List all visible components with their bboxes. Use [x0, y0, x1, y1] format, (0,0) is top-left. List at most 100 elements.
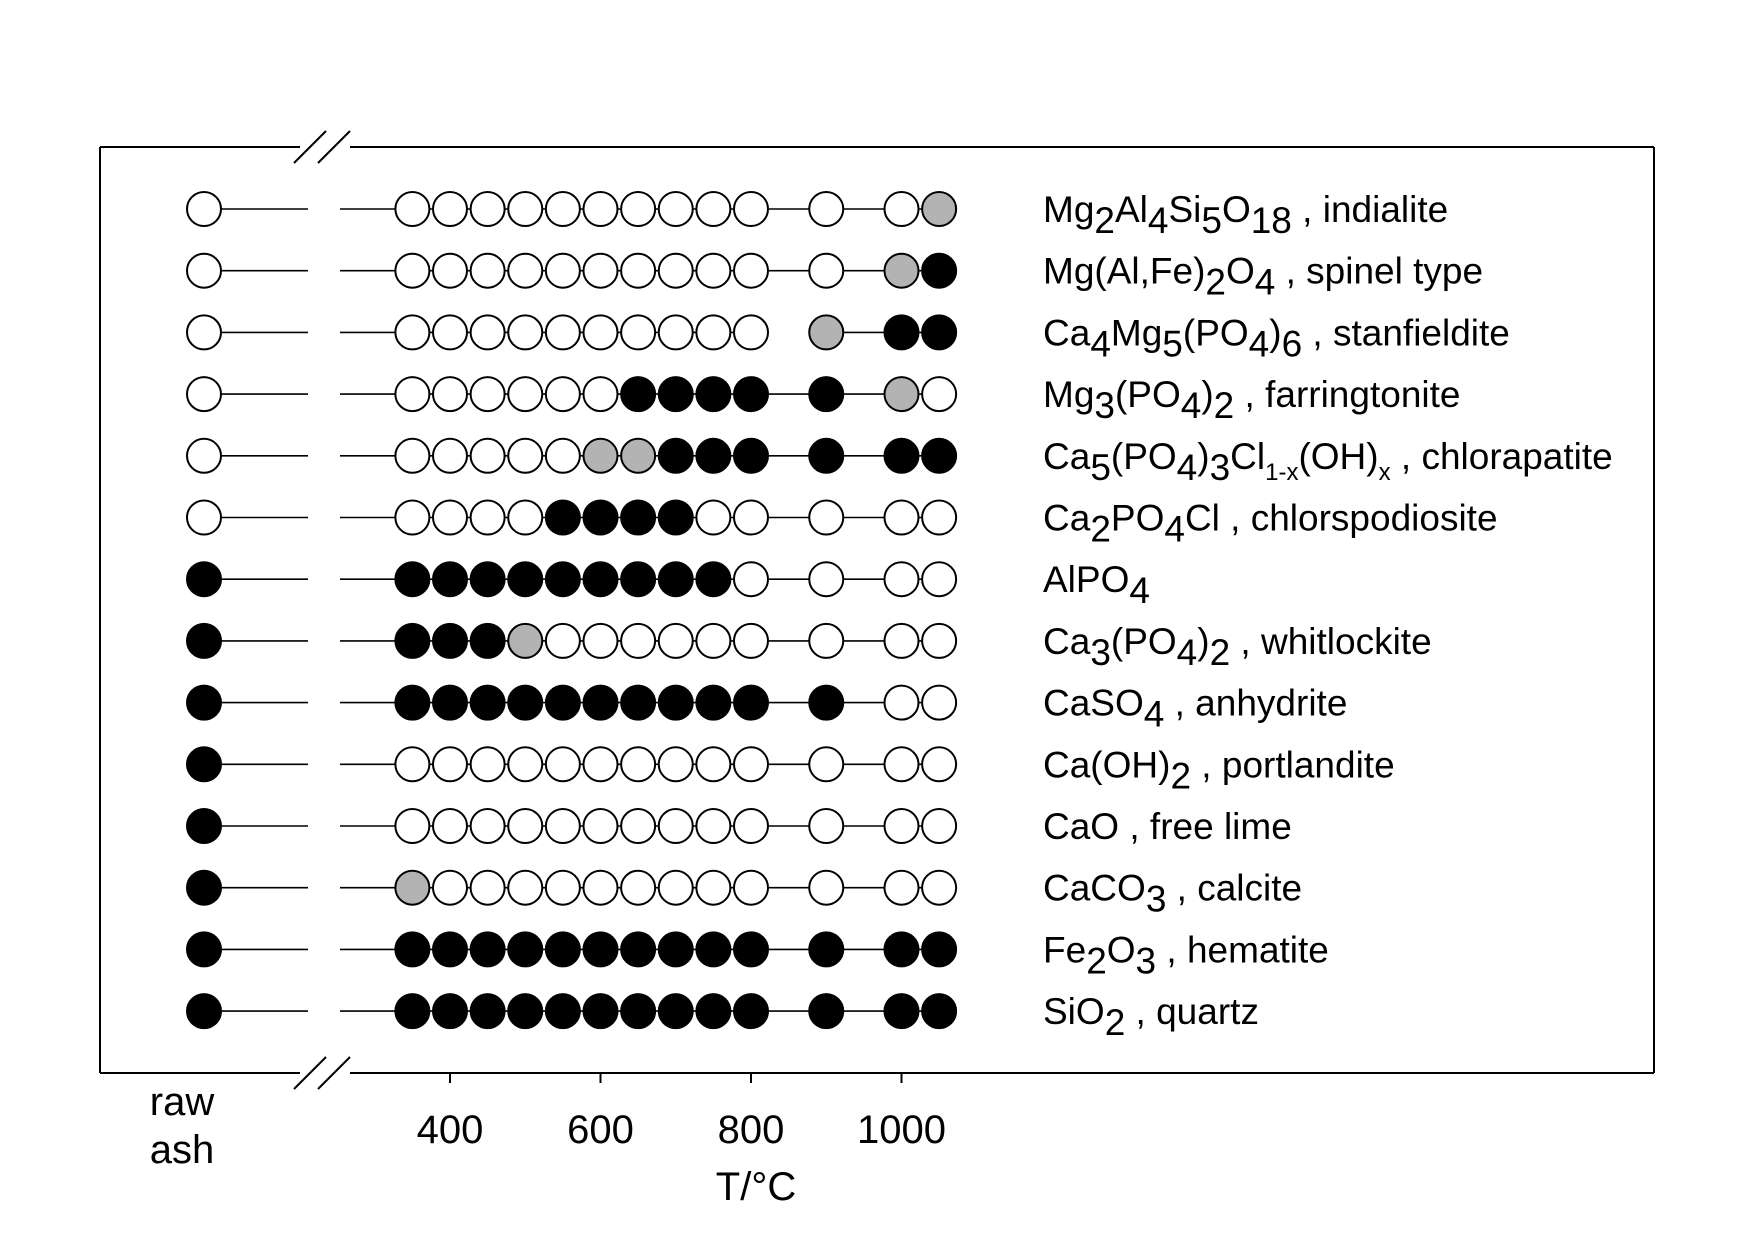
phase-label-part: Cl , chlorspodiosite — [1185, 498, 1498, 539]
phase-dot — [883, 808, 920, 844]
phase-dot — [883, 499, 920, 536]
phase-label-part: 5 — [1201, 200, 1222, 241]
phase-label-part: Ca(OH) — [1043, 744, 1170, 785]
raw-ash-dot — [186, 499, 222, 536]
phase-label-part: (PO — [1183, 312, 1249, 353]
phase-label-part: Al — [1115, 189, 1148, 230]
phase-dot — [582, 993, 619, 1030]
phase-label-part: 5 — [1090, 447, 1111, 488]
phase-dot — [657, 314, 694, 351]
phase-dot — [432, 561, 468, 598]
phase-dot — [582, 931, 619, 968]
phase-dot — [695, 561, 732, 598]
phase-dot — [921, 746, 958, 783]
raw-ash-dot — [186, 191, 222, 227]
phase-dot — [469, 376, 506, 413]
phase-dot — [733, 622, 769, 659]
phase-dot — [733, 561, 769, 598]
phase-label-part: 3 — [1094, 385, 1115, 426]
raw-ash-dot — [186, 808, 222, 844]
phase-dot — [733, 437, 769, 474]
phase-label-part: 4 — [1129, 570, 1150, 611]
phase-dot — [733, 931, 769, 968]
phase-dot — [921, 561, 958, 598]
raw-ash-dot — [186, 869, 222, 906]
phase-dot — [733, 746, 769, 783]
phase-label-part: Si — [1168, 189, 1201, 230]
raw-ash-dot — [186, 746, 222, 783]
phase-dot — [620, 499, 657, 536]
phase-dot — [394, 993, 431, 1030]
phase-dot — [695, 314, 732, 351]
phase-dot — [620, 993, 657, 1030]
phase-dot — [921, 499, 958, 536]
phase-dot — [883, 931, 920, 968]
phase-label-part: O — [1107, 929, 1136, 970]
phase-dot — [733, 191, 769, 227]
phase-dot — [432, 252, 468, 289]
phase-dot — [657, 252, 694, 289]
phase-dot — [394, 376, 431, 413]
phase-label-part: 2 — [1210, 632, 1231, 673]
phase-dot — [544, 869, 581, 906]
phase-label-part: , anhydrite — [1164, 683, 1347, 724]
x-tick-label: 1000 — [857, 1108, 946, 1152]
phase-label: Ca(OH)2​ , portlandite — [1043, 744, 1395, 796]
phase-dot — [582, 437, 619, 474]
phase-label-part: Cl — [1230, 436, 1265, 477]
phase-dot — [808, 684, 845, 721]
phase-dot — [921, 622, 958, 659]
phase-dot — [469, 993, 506, 1030]
phase-dot — [582, 252, 619, 289]
phase-dot — [469, 191, 506, 227]
phase-dot — [921, 684, 958, 721]
phase-dot — [657, 437, 694, 474]
phase-label: Ca4​Mg5​(PO4​)6​ , stanfieldite — [1043, 312, 1510, 364]
phase-dot — [883, 191, 920, 227]
phase-label-part: 4 — [1249, 323, 1270, 364]
phase-label: Mg3​(PO4​)2​ , farringtonite — [1043, 374, 1460, 426]
phase-dot — [883, 684, 920, 721]
phase-label-part: (PO — [1111, 621, 1177, 662]
phase-dot — [432, 191, 468, 227]
phase-dot — [883, 869, 920, 906]
phase-dot — [544, 746, 581, 783]
phase-label-part: 2 — [1170, 755, 1191, 796]
phase-dot — [733, 499, 769, 536]
phase-dot — [883, 376, 920, 413]
raw-ash-dot — [186, 437, 222, 474]
phase-dot — [394, 808, 431, 844]
phase-dot — [469, 869, 506, 906]
x-tick-label: 600 — [567, 1108, 634, 1152]
phase-label-part: 2 — [1094, 200, 1115, 241]
phase-dot — [620, 808, 657, 844]
phase-dot — [507, 376, 544, 413]
phase-label-part: 4 — [1177, 447, 1198, 488]
phase-dot — [582, 808, 619, 844]
phase-dot — [808, 808, 845, 844]
phase-label-part: 4 — [1144, 694, 1165, 735]
phase-dot — [657, 931, 694, 968]
phase-dot — [657, 993, 694, 1030]
phase-dot — [733, 684, 769, 721]
phase-dot — [582, 191, 619, 227]
phase-label-part: 3 — [1146, 879, 1167, 920]
phase-dot — [620, 684, 657, 721]
phase-dot — [394, 684, 431, 721]
phase-label-part: O — [1226, 251, 1255, 292]
phase-dot — [507, 684, 544, 721]
phase-dot — [657, 746, 694, 783]
phase-label: Mg(Al,Fe)2​O4​ , spinel type — [1043, 251, 1483, 303]
phase-dot — [582, 499, 619, 536]
phase-dot — [544, 931, 581, 968]
raw-ash-dot — [186, 561, 222, 598]
raw-ash-dot — [186, 314, 222, 351]
x-tick-label: 800 — [718, 1108, 785, 1152]
phase-dot — [657, 191, 694, 227]
raw-ash-label: ash — [150, 1128, 215, 1172]
phase-dot — [808, 191, 845, 227]
phase-label-part: (PO — [1115, 374, 1181, 415]
phase-label-part: 3 — [1210, 447, 1231, 488]
raw-ash-label: raw — [150, 1080, 215, 1124]
phase-label-part: 2 — [1105, 1002, 1126, 1043]
